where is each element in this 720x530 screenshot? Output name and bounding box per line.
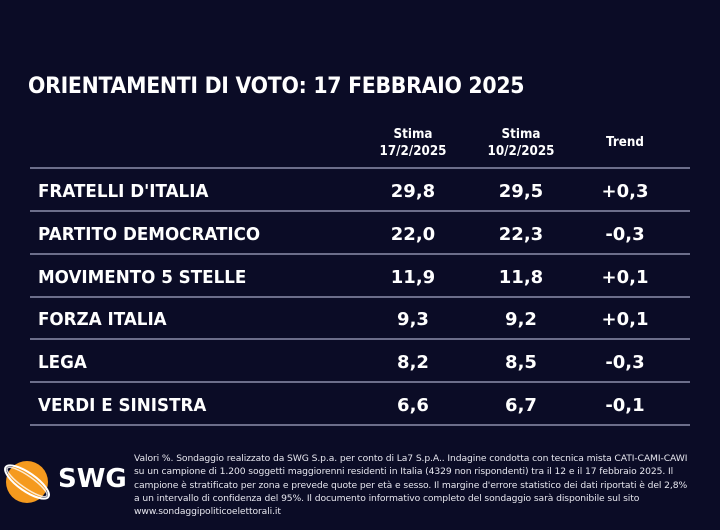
party-name: FORZA ITALIA <box>38 309 167 331</box>
table-row: FORZA ITALIA 9,3 9,2 +0,1 <box>0 305 720 335</box>
trend-value: -0,3 <box>605 223 645 245</box>
header-trend: Trend <box>606 135 644 150</box>
table-row: PARTITO DEMOCRATICO 22,0 22,3 -0,3 <box>0 220 720 250</box>
header-current-estimate: Stima 17/2/2025 <box>376 126 450 160</box>
swg-logo: SWG <box>2 452 132 512</box>
trend-value: -0,3 <box>605 352 645 374</box>
header-divider <box>30 167 690 169</box>
trend-value: +0,3 <box>601 181 649 202</box>
header-date: 10/2/2025 <box>487 144 555 159</box>
header-date: 17/2/2025 <box>379 144 447 159</box>
previous-value: 6,7 <box>505 395 537 416</box>
previous-value: 11,8 <box>498 266 544 288</box>
row-divider <box>30 295 690 298</box>
table-row: FRATELLI D'ITALIA 29,8 29,5 +0,3 <box>0 177 720 207</box>
current-value: 22,0 <box>390 223 436 245</box>
row-divider <box>30 252 690 255</box>
table-row: VERDI E SINISTRA 6,6 6,7 -0,1 <box>0 391 720 421</box>
header-label: Stima <box>393 127 433 142</box>
party-name: MOVIMENTO 5 STELLE <box>38 266 247 288</box>
trend-value: +0,1 <box>601 266 649 288</box>
row-divider <box>30 424 690 426</box>
page-title: ORIENTAMENTI DI VOTO: 17 FEBBRAIO 2025 <box>28 74 525 99</box>
logo-text: SWG <box>58 464 127 494</box>
party-name: FRATELLI D'ITALIA <box>38 181 209 202</box>
table-row: MOVIMENTO 5 STELLE 11,9 11,8 +0,1 <box>0 263 720 293</box>
previous-value: 8,5 <box>505 352 537 374</box>
header-previous-estimate: Stima 10/2/2025 <box>482 126 559 160</box>
header-label: Stima <box>501 127 541 142</box>
current-value: 6,6 <box>397 395 429 416</box>
current-value: 9,3 <box>397 309 429 331</box>
current-value: 11,9 <box>390 266 436 288</box>
current-value: 29,8 <box>390 181 436 202</box>
row-divider <box>30 338 690 341</box>
current-value: 8,2 <box>397 352 429 374</box>
globe-icon <box>4 461 50 503</box>
party-name: VERDI E SINISTRA <box>38 395 207 416</box>
party-name: PARTITO DEMOCRATICO <box>38 223 261 245</box>
previous-value: 9,2 <box>505 309 537 331</box>
trend-value: +0,1 <box>601 309 649 331</box>
previous-value: 22,3 <box>498 223 544 245</box>
previous-value: 29,5 <box>498 181 544 202</box>
row-divider <box>30 381 690 384</box>
footnote: Valori %. Sondaggio realizzato da SWG S.… <box>134 453 688 518</box>
party-name: LEGA <box>38 352 87 374</box>
row-divider <box>30 210 690 212</box>
table-row: LEGA 8,2 8,5 -0,3 <box>0 348 720 378</box>
trend-value: -0,1 <box>605 395 645 416</box>
